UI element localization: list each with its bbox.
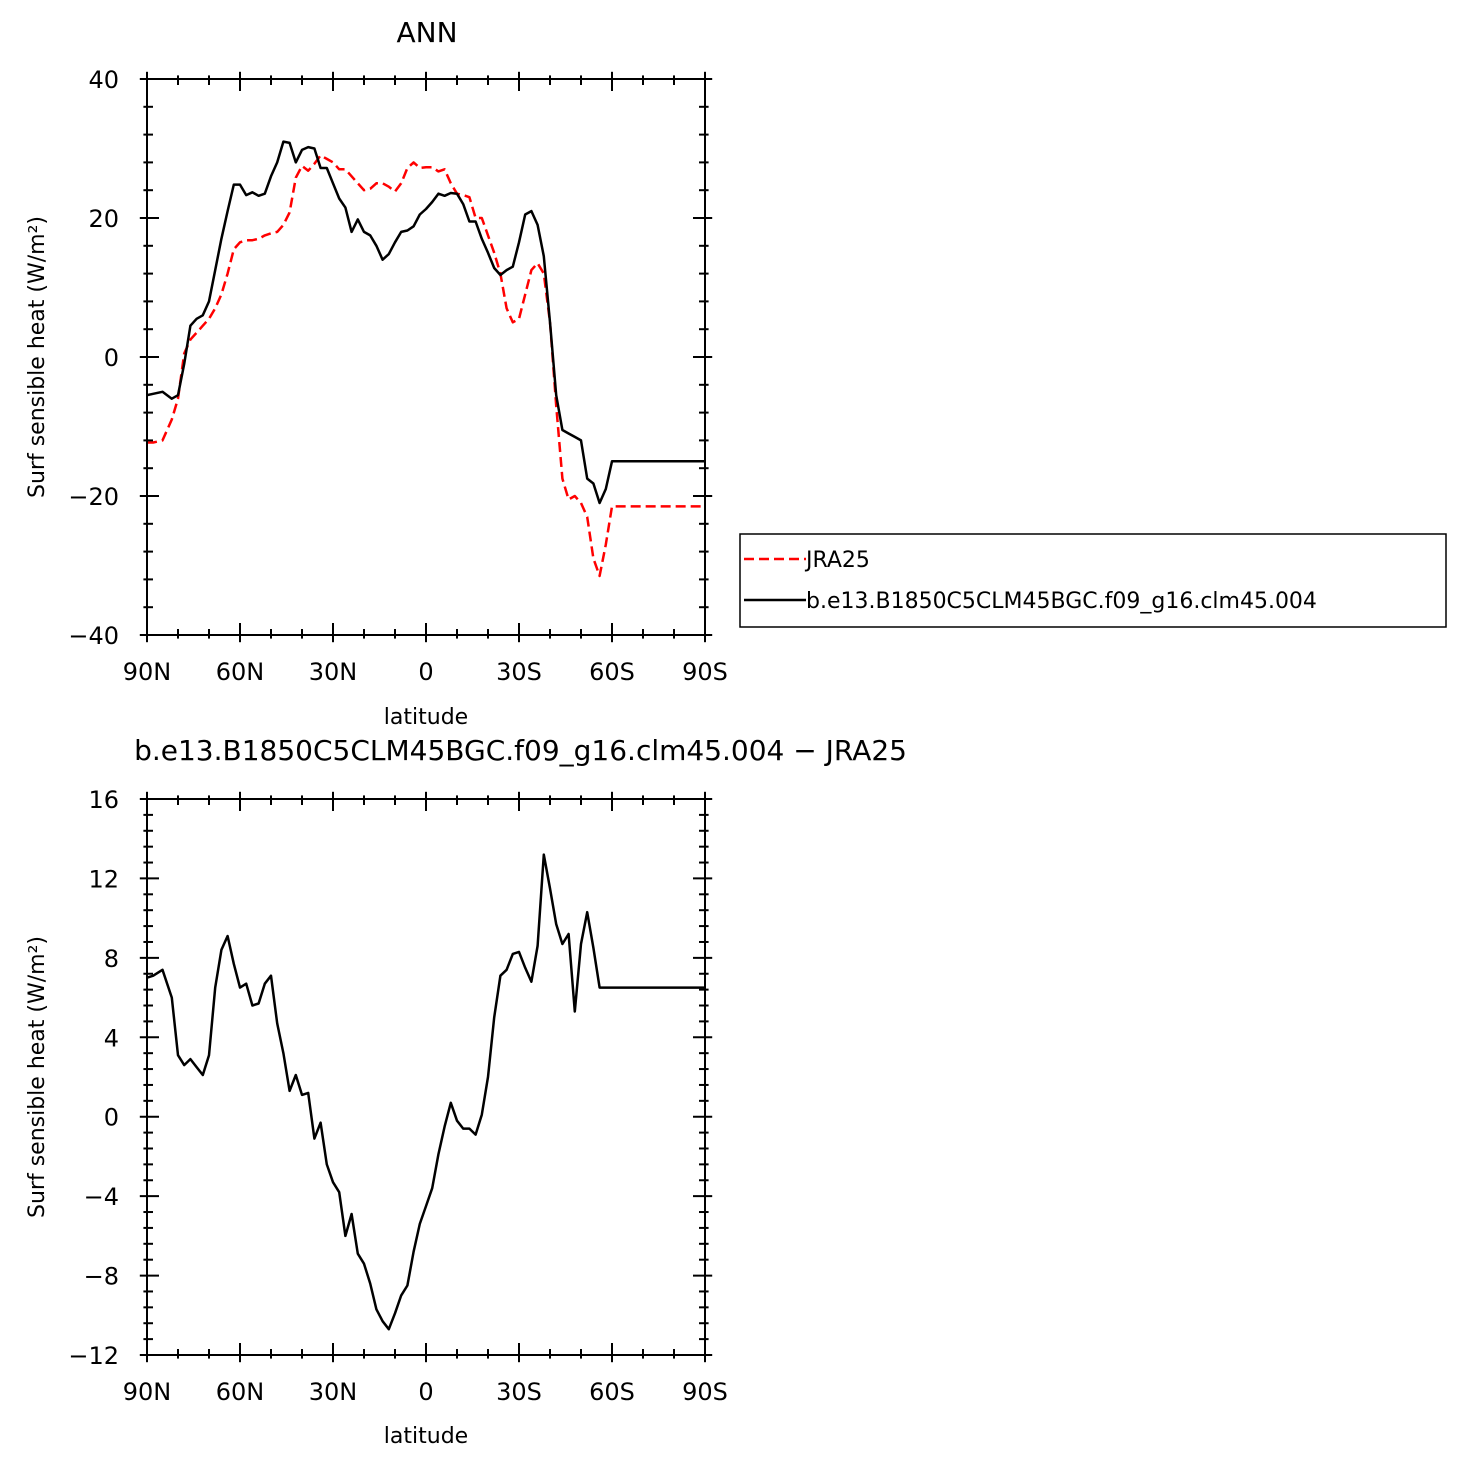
x-tick-label-1: 90S xyxy=(682,1378,728,1406)
series-line-1-0 xyxy=(147,853,705,1331)
plot-frame-1 xyxy=(146,798,706,1356)
x-tick-label-0: 60N xyxy=(216,658,265,686)
x-tick-label-0: 30S xyxy=(496,658,542,686)
legend-label-jra25: JRA25 xyxy=(804,548,870,573)
bottom-chart-title: b.e13.B1850C5CLM45BGC.f09_g16.clm45.004 … xyxy=(134,734,907,767)
y-tick-label-0: 0 xyxy=(104,344,119,372)
y-tick-label-1: 12 xyxy=(88,865,119,893)
top-marks: 90N 60N 30N 0 30S 60S 90S −40 −20 0 20 40 xyxy=(68,66,728,686)
bottom-panel: b.e13.B1850C5CLM45BGC.f09_g16.clm45.004 … xyxy=(25,734,907,1449)
x-tick-label-1: 30S xyxy=(496,1378,542,1406)
y-tick-label-0: −20 xyxy=(68,483,119,511)
top-y-axis-label: Surf sensible heat (W/m²) xyxy=(25,216,50,498)
x-tick-label-0: 90S xyxy=(682,658,728,686)
bottom-marks: 90N 60N 30N 0 30S 60S 90S −12 −8 −4 0 4 8 12 16 xyxy=(68,786,728,1406)
x-tick-label-0: 0 xyxy=(418,658,433,686)
top-panel: ANN 90N 60N 30N 0 30S 60S 90S −40 −20 0 20 40 latit… xyxy=(25,16,728,730)
y-tick-label-1: −8 xyxy=(84,1263,119,1291)
x-tick-label-0: 30N xyxy=(309,658,358,686)
y-tick-label-0: 20 xyxy=(88,205,119,233)
bottom-x-axis-label: latitude xyxy=(384,1424,468,1449)
x-tick-label-1: 60N xyxy=(216,1378,265,1406)
y-tick-label-1: 8 xyxy=(104,945,119,973)
series-line-0-0 xyxy=(147,154,705,578)
y-tick-label-1: 4 xyxy=(104,1024,119,1052)
y-tick-label-1: −4 xyxy=(84,1183,119,1211)
y-tick-label-1: 0 xyxy=(104,1104,119,1132)
x-tick-label-1: 30N xyxy=(309,1378,358,1406)
legend-box xyxy=(739,533,1447,628)
legend: JRA25 b.e13.B1850C5CLM45BGC.f09_g16.clm4… xyxy=(739,533,1447,628)
x-tick-label-1: 60S xyxy=(589,1378,635,1406)
x-tick-label-1: 90N xyxy=(123,1378,172,1406)
bottom-y-axis-label: Surf sensible heat (W/m²) xyxy=(25,936,50,1218)
series-line-0-1 xyxy=(147,140,705,505)
y-tick-label-1: −12 xyxy=(68,1342,119,1370)
plot-frame-0 xyxy=(146,78,706,636)
y-tick-label-1: 16 xyxy=(88,786,119,814)
top-chart-title: ANN xyxy=(396,16,457,49)
legend-label-model: b.e13.B1850C5CLM45BGC.f09_g16.clm45.004 xyxy=(806,589,1317,614)
x-tick-label-0: 60S xyxy=(589,658,635,686)
top-x-axis-label: latitude xyxy=(384,705,468,730)
x-tick-label-0: 90N xyxy=(123,658,172,686)
x-tick-label-1: 0 xyxy=(418,1378,433,1406)
y-tick-label-0: 40 xyxy=(88,66,119,94)
y-tick-label-0: −40 xyxy=(68,622,119,650)
